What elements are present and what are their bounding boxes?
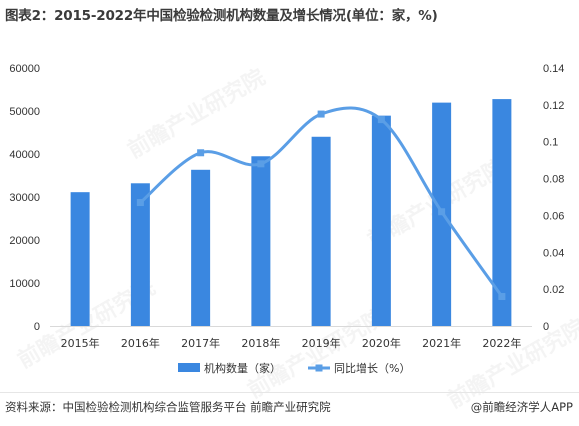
growth-marker: [197, 149, 205, 157]
bar: [130, 183, 150, 326]
line-series: [136, 106, 506, 301]
left-tick-label: 20000: [9, 235, 40, 247]
bar: [371, 115, 391, 326]
right-tick-label: 0.08: [543, 174, 564, 186]
legend: 机构数量（家） 同比增长（%）: [178, 361, 410, 375]
left-tick-label: 50000: [9, 106, 40, 118]
legend-label-line: 同比增长（%）: [334, 361, 410, 375]
x-tick-label: 2016年: [121, 336, 160, 350]
right-tick-label: 0: [543, 321, 549, 333]
legend-swatch-bar: [178, 363, 200, 372]
chart-title: 图表2：2015-2022年中国检验检测机构数量及增长情况(单位：家，%): [5, 8, 438, 24]
growth-marker: [498, 293, 506, 301]
right-tick-label: 0.06: [543, 210, 564, 222]
x-tick-label: 2018年: [241, 336, 280, 350]
bar: [251, 156, 271, 326]
x-axis: 2015年 2016年 2017年 2018年 2019年 2020年 2021年 2022年: [50, 326, 532, 350]
x-tick-label: 2020年: [362, 336, 401, 350]
left-tick-label: 30000: [9, 192, 40, 204]
left-tick-label: 10000: [9, 278, 40, 290]
right-axis: 0 0.02 0.04 0.06 0.08 0.1 0.12 0.14: [543, 63, 564, 333]
x-tick-label: 2022年: [482, 336, 521, 350]
x-tick-label: 2017年: [181, 336, 220, 350]
right-tick-label: 0.1: [543, 137, 558, 149]
bar: [311, 136, 331, 326]
bar: [191, 169, 211, 326]
growth-marker: [438, 208, 446, 216]
x-tick-label: 2015年: [61, 336, 100, 350]
x-tick-label: 2021年: [422, 336, 461, 350]
left-tick-label: 60000: [9, 63, 40, 75]
growth-marker: [257, 160, 265, 168]
growth-marker: [377, 116, 385, 124]
legend-swatch-marker: [315, 364, 323, 372]
left-tick-label: 40000: [9, 149, 40, 161]
footer-divider: [0, 392, 579, 393]
source-note: 资料来源：中国检验检测机构综合监管服务平台 前瞻产业研究院: [5, 400, 331, 414]
right-tick-label: 0.12: [543, 100, 564, 112]
watermark-text: 前瞻产业研究院: [123, 64, 269, 164]
growth-marker: [136, 199, 144, 207]
bar-series: [70, 99, 512, 327]
legend-label-bar: 机构数量（家）: [204, 361, 281, 375]
right-tick-label: 0.02: [543, 284, 564, 296]
left-axis: 0 10000 20000 30000 40000 50000 60000: [9, 63, 40, 333]
left-tick-label: 0: [34, 321, 40, 333]
x-tick-label: 2019年: [302, 336, 341, 350]
right-tick-label: 0.14: [543, 63, 564, 75]
bar: [70, 192, 90, 326]
brand-credit: @前瞻经济学人APP: [470, 400, 573, 414]
right-tick-label: 0.04: [543, 247, 564, 259]
bar: [492, 99, 512, 327]
growth-marker: [317, 110, 325, 118]
